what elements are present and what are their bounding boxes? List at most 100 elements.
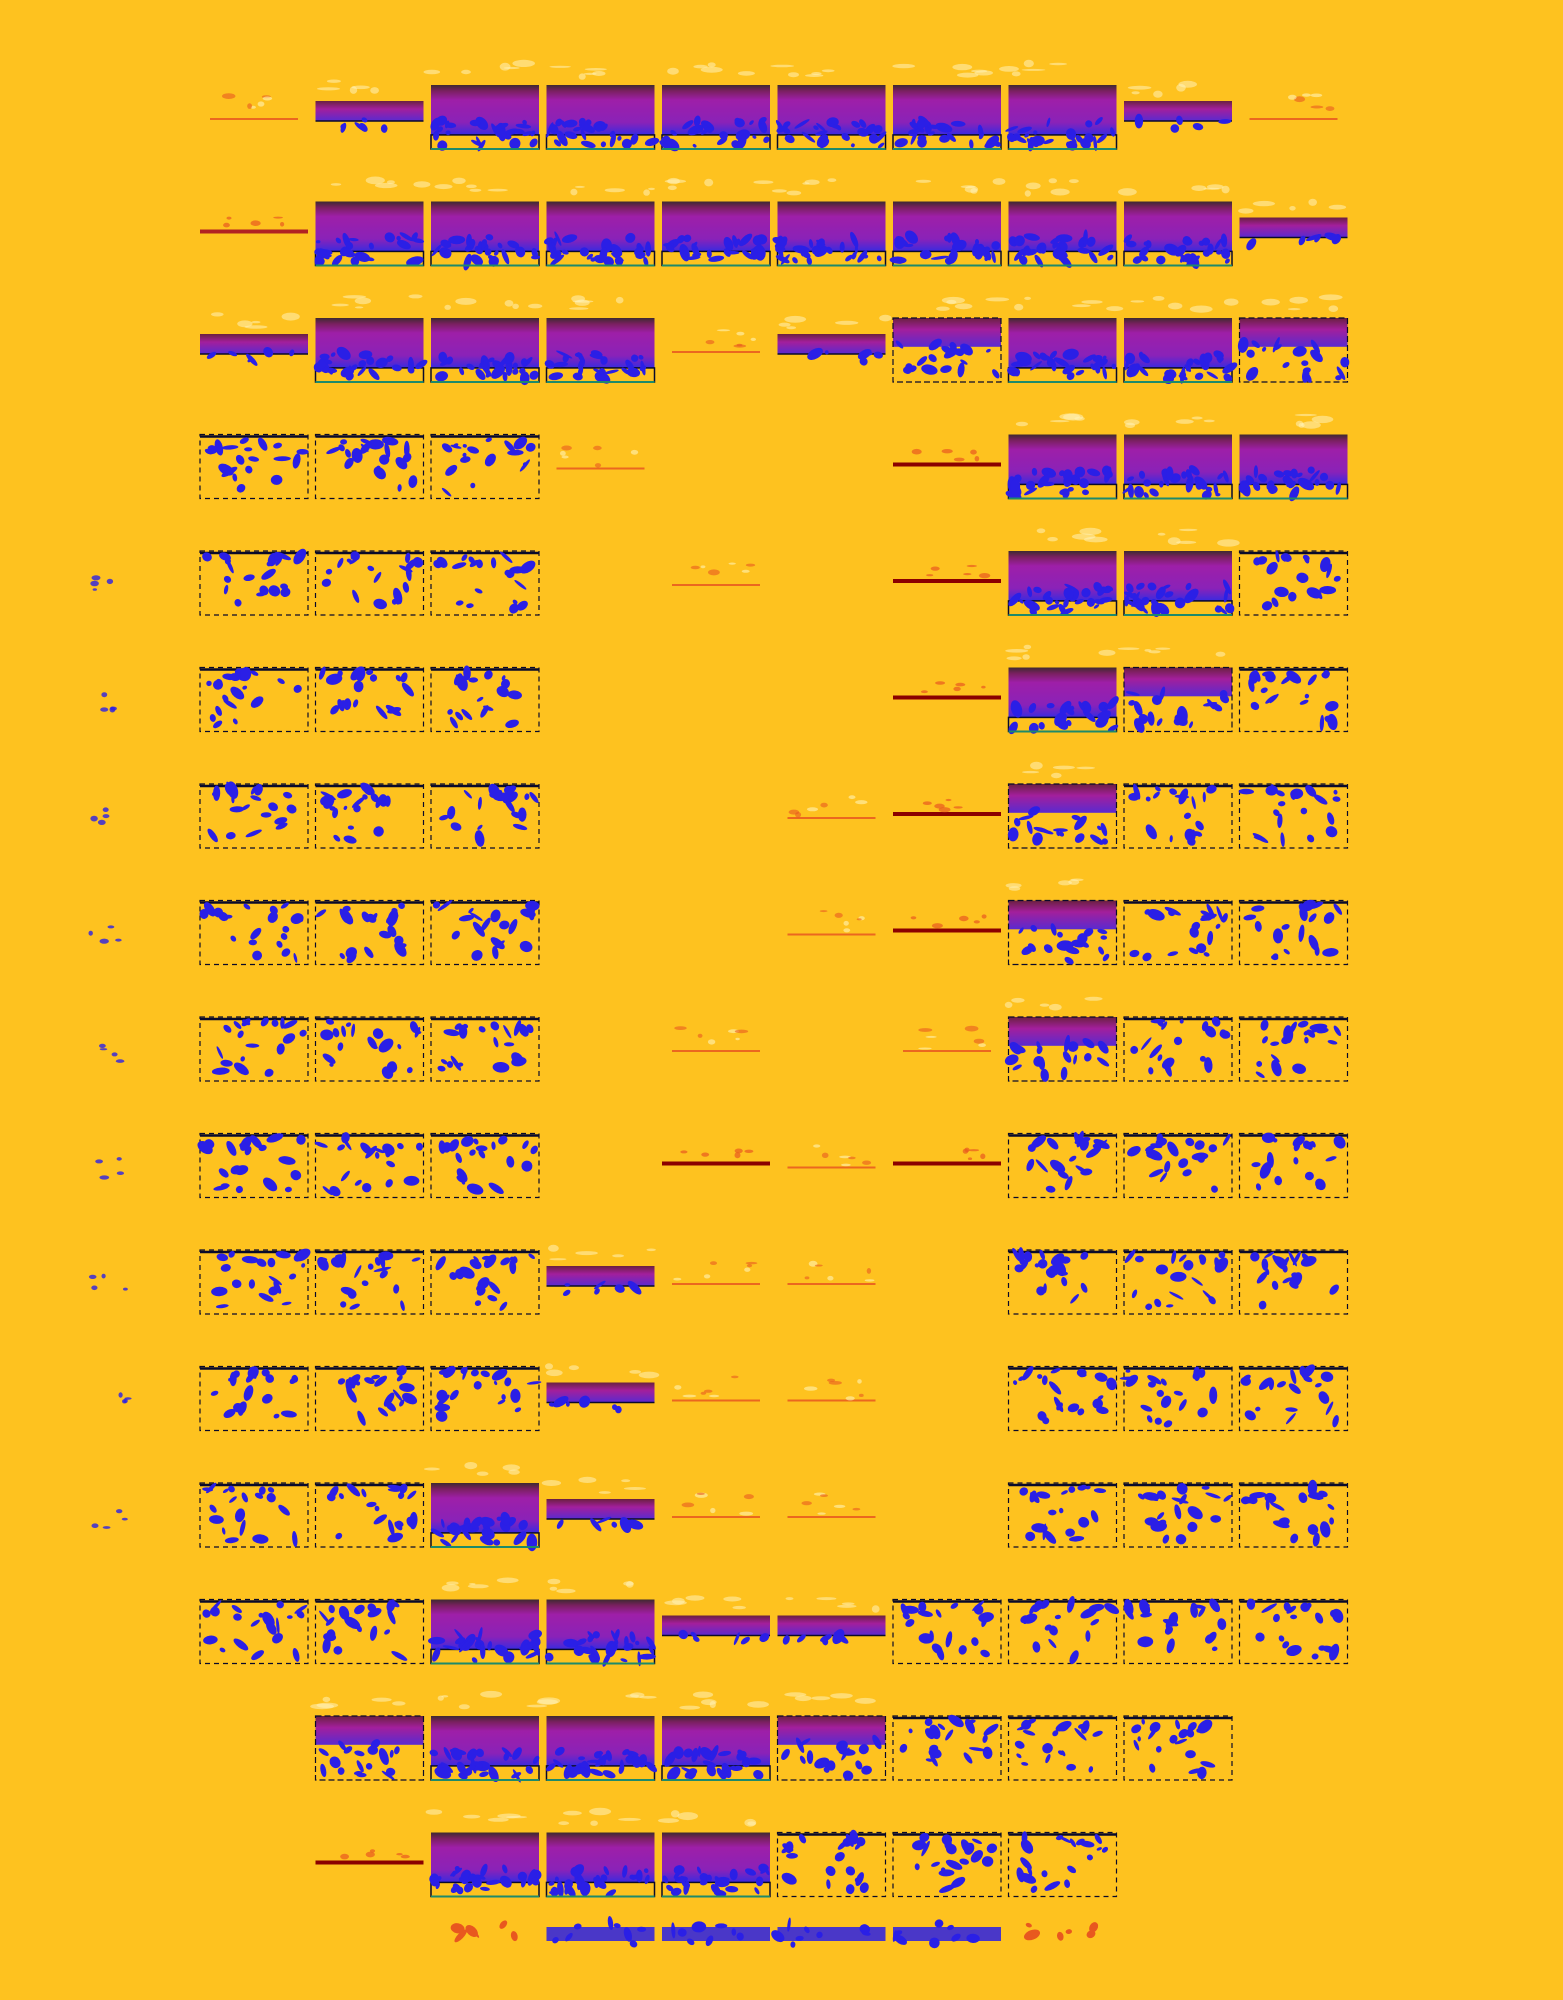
blot-mark [1292,1251,1301,1266]
blot-mark [1188,947,1199,955]
blot-mark [479,1536,494,1546]
pale-mark [1052,765,1075,770]
blot-mark [209,1504,217,1513]
blot-mark [1154,1417,1162,1425]
blot-mark [1058,1836,1072,1844]
pale-mark [496,1577,519,1584]
pale-mark [679,1705,700,1710]
blot-mark [1312,1532,1320,1547]
blot-mark [1159,480,1164,488]
blot-mark [1157,1054,1163,1062]
blot-mark [517,1871,528,1882]
blot-mark [978,131,984,140]
blot-mark [1251,905,1265,912]
stub-mark [682,1394,697,1398]
pale-mark [648,187,655,191]
blot-mark [1290,1614,1298,1620]
blot-mark [1333,1025,1342,1037]
blot-mark [529,138,538,148]
blot-mark [1093,1138,1110,1150]
blot-mark [432,901,441,909]
blot-mark [982,1746,993,1759]
blot-mark [1053,828,1068,832]
blot-mark [1206,785,1217,794]
outline-box [430,550,540,616]
blot-mark [356,1760,364,1773]
stub-mark [819,910,828,913]
orange-mark [974,456,980,462]
blot-mark [469,912,483,921]
blot-mark [947,1924,954,1931]
blot-mark [463,1882,474,1893]
stub-mark [739,1511,754,1516]
blot-mark [1078,478,1089,489]
blot-mark [387,925,397,937]
blot-mark [503,1651,515,1664]
pale-mark [960,185,976,189]
blot-mark [346,558,353,563]
blot-mark [1066,1596,1075,1613]
blot-mark [509,137,521,150]
blot-mark [510,1388,521,1403]
blot-mark [679,244,690,262]
blot-mark [482,705,494,711]
margin-mark [109,706,116,713]
blot-mark [356,1625,362,1633]
blot-mark [1322,948,1339,957]
blot-mark [477,824,483,830]
blot-mark [1077,247,1090,254]
blot-mark [1010,478,1021,496]
blot-mark [1142,1492,1160,1501]
pale-mark [598,1491,611,1494]
blot-mark [644,137,660,147]
blot-mark [260,812,272,818]
blot-mark [826,246,833,255]
blot-mark [366,257,375,262]
blot-mark [223,575,232,583]
blot-mark [1038,1056,1046,1071]
blot-mark [753,1769,764,1780]
blot-mark [950,120,966,127]
outline-box [892,1715,1002,1781]
blot-mark [1007,827,1019,842]
pale-mark [1117,647,1140,650]
blot-mark [338,1605,350,1620]
blot-mark [241,1256,259,1264]
blot-mark [456,1886,464,1895]
blot-mark [1187,1506,1203,1520]
blot-mark [1285,1407,1298,1412]
blot-mark [329,1186,341,1197]
blot-mark [299,1029,307,1037]
blot-mark [1014,817,1021,827]
blot-mark [1042,1743,1053,1754]
blot-mark [1148,1381,1156,1388]
blot-mark [1314,945,1320,956]
blot-mark [414,1026,421,1038]
blot-mark [980,1649,990,1658]
blot-mark [235,454,245,465]
blot-mark [1124,595,1130,607]
pale-mark [444,304,452,310]
pale-mark [512,303,519,309]
pale-mark [310,1703,335,1710]
blot-mark [1325,1401,1334,1416]
blot-mark [945,1859,963,1870]
blot-mark [394,1746,400,1755]
blot-mark [1324,232,1340,241]
pale-mark [794,1695,812,1702]
blot-mark [662,1875,669,1884]
blot-mark [947,133,956,142]
blot-mark [1025,1531,1036,1542]
blot-mark [434,1403,451,1412]
blot-mark [945,1729,954,1741]
blot-mark [240,667,252,682]
orange-mark [926,574,934,577]
blot-mark [209,714,216,722]
pale-mark [1006,656,1022,661]
blot-mark [500,1511,511,1526]
pale-mark [992,178,1006,185]
blot-mark [354,1750,365,1757]
blot-mark [258,1486,266,1495]
blot-mark [1329,1517,1335,1525]
